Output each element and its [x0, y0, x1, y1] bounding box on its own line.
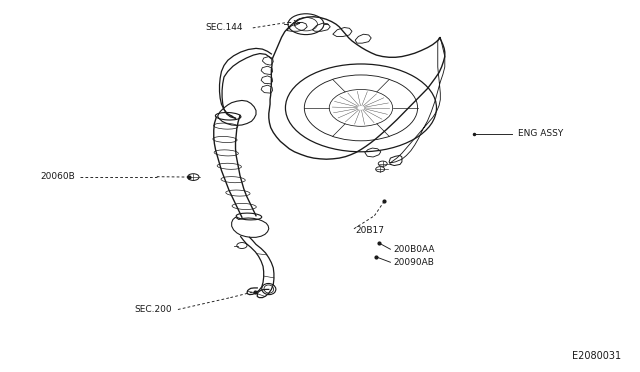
Text: 20B17: 20B17: [355, 226, 384, 235]
Text: SEC.200: SEC.200: [134, 305, 172, 314]
Text: 200B0AA: 200B0AA: [394, 245, 435, 254]
Text: 20060B: 20060B: [41, 172, 76, 181]
Text: E2080031: E2080031: [572, 351, 621, 361]
Text: SEC.144: SEC.144: [205, 23, 243, 32]
Text: 20090AB: 20090AB: [394, 258, 435, 267]
Text: ENG ASSY: ENG ASSY: [518, 129, 564, 138]
